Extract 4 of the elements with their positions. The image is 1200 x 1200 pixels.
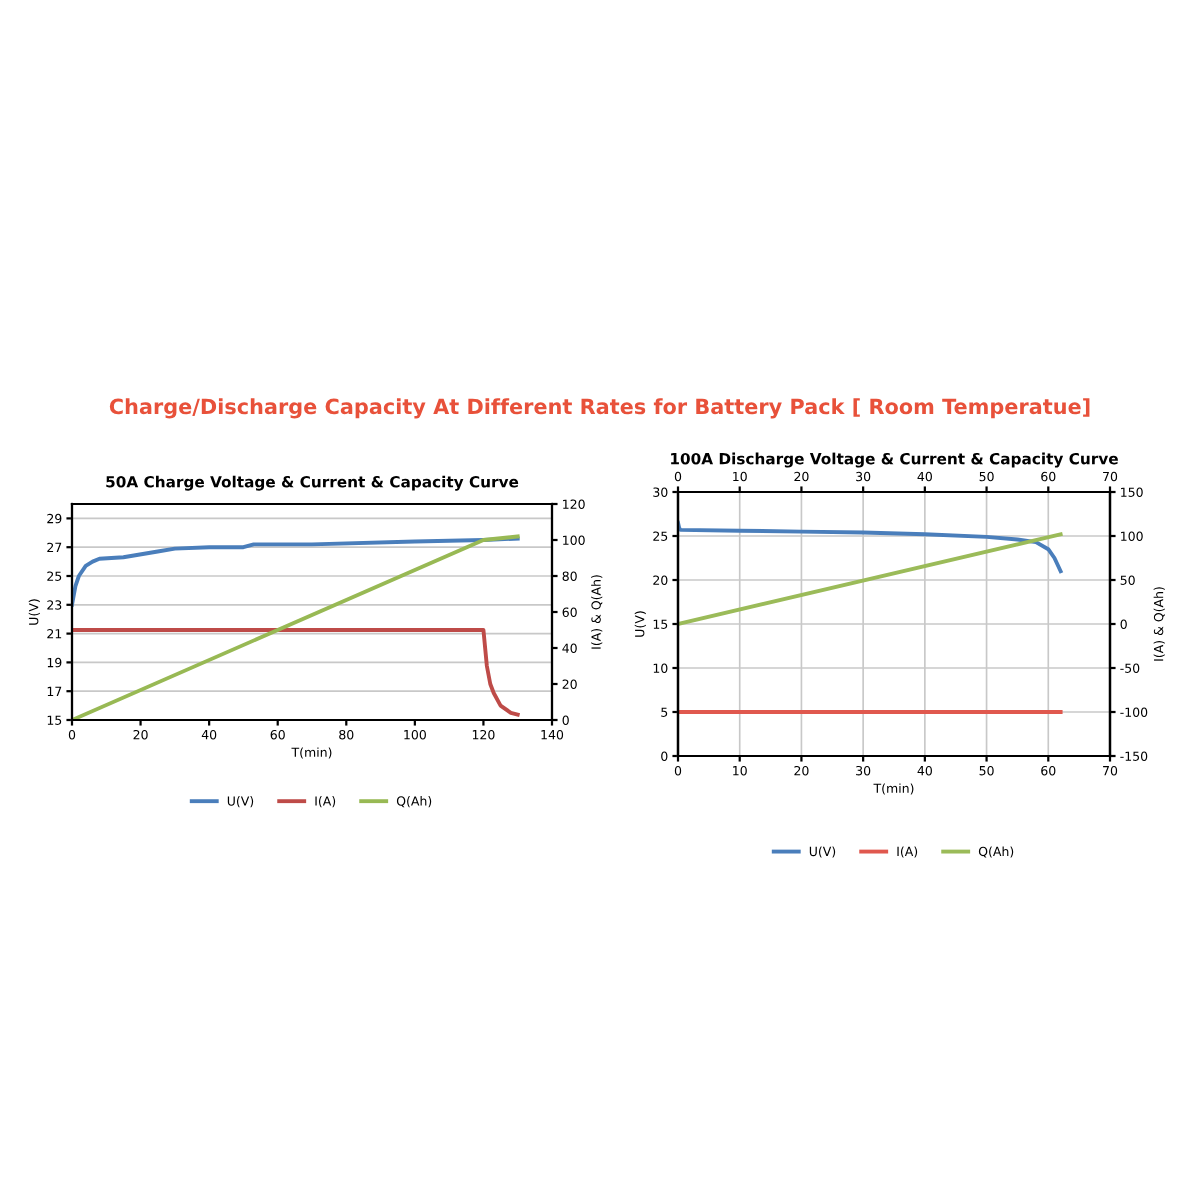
line-series (678, 520, 1063, 574)
text: Charge/Discharge Capacity At Different Rates for Battery Pack [ Room Temperatue] (109, 398, 1090, 419)
line-series (72, 628, 520, 717)
line-series (72, 536, 520, 607)
